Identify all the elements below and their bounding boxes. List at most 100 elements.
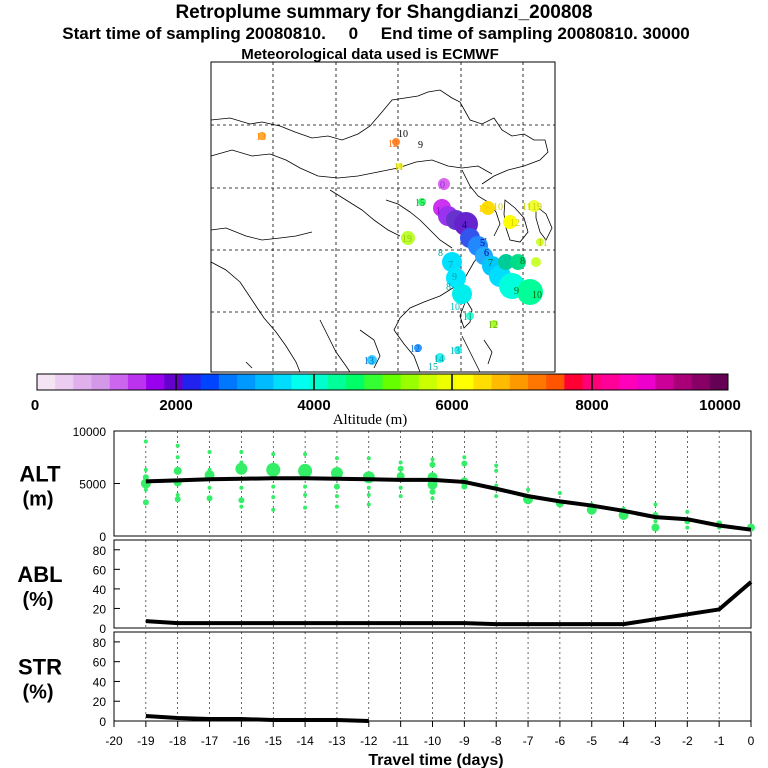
x-tick-label: -3 [650, 734, 661, 748]
map-label: 15 [415, 198, 425, 209]
coastlines-borders [210, 89, 553, 373]
y-axis-unit: (%) [22, 682, 53, 704]
x-tick-label: -16 [233, 734, 251, 748]
colorbar-label: Altitude (m) [333, 412, 408, 428]
x-tick-label: -7 [523, 734, 534, 748]
colorbar-cell [273, 374, 293, 390]
map-label: 9 [514, 286, 519, 297]
altitude-point [366, 493, 371, 498]
colorbar-cell [364, 374, 383, 390]
y-axis-unit: (%) [22, 589, 53, 611]
altitude-point [239, 450, 244, 454]
altitude-point [143, 439, 148, 444]
colorbar-cell [37, 374, 56, 390]
colorbar-cell [164, 374, 183, 390]
colorbar-cell [509, 374, 529, 390]
met-data-label: Meteorological data used is ECMWF [241, 46, 499, 63]
altitude-point [430, 457, 435, 462]
map-label: 11 [538, 238, 548, 249]
panel-2: 0 20 40 60 80 ABL(%) [17, 539, 753, 636]
trajectory-clusters [258, 132, 544, 365]
map-day-labels: 13 10 12 9 11 0 15 1 13 10 11 19 12 19 1… [256, 129, 548, 373]
map-label: 11 [394, 162, 404, 173]
altitude-point [557, 490, 562, 495]
y-tick-label: 0 [99, 715, 106, 729]
panel-frame [113, 539, 752, 629]
altitude-point [334, 494, 339, 499]
map-label: 9 [452, 272, 457, 283]
x-tick-label: -1 [714, 734, 725, 748]
colorbar-cell [437, 374, 456, 390]
altitude-colorbar: 0 2000 4000 6000 8000 10000 Altitude (m) [31, 373, 741, 428]
altitude-point [143, 467, 148, 472]
map-label: 11 [463, 312, 473, 323]
colorbar-cell [91, 374, 111, 390]
altitude-point [334, 504, 339, 509]
colorbar-cell [491, 374, 511, 390]
x-tick-label: -19 [137, 734, 155, 748]
map-label: 8 [520, 256, 525, 267]
colorbar-ticks: 0 2000 4000 6000 8000 10000 [31, 397, 741, 414]
altitude-point [303, 452, 308, 457]
colorbar-cell [655, 374, 674, 390]
altitude-point [429, 488, 436, 495]
map-label: 12 [510, 218, 520, 229]
y-tick-label: 10000 [73, 425, 107, 439]
altitude-point [238, 497, 245, 504]
y-tick-label: 5000 [79, 478, 106, 492]
colorbar-cell [73, 374, 93, 390]
map-label: 10 [532, 290, 542, 301]
altitude-point [398, 485, 403, 490]
colorbar-cell [691, 374, 711, 390]
map-label: 6 [484, 248, 489, 259]
x-tick-label: -14 [296, 734, 314, 748]
y-tick-label: 80 [93, 636, 107, 650]
altitude-point [494, 468, 499, 473]
colorbar-cell [418, 374, 438, 390]
map-label: 12 [388, 139, 398, 150]
map-label: 14 [434, 354, 444, 365]
map-label: 13 [478, 204, 488, 215]
altitude-point [303, 493, 308, 498]
x-tick-label: 0 [748, 734, 755, 748]
altitude-point [175, 493, 180, 498]
x-tick-label: -11 [392, 734, 409, 748]
y-tick-label: 20 [93, 695, 107, 709]
colorbar-cell [109, 374, 129, 390]
map-label: 8 [438, 248, 443, 259]
colorbar-cell [55, 374, 74, 390]
altitude-point [173, 466, 182, 475]
altitude-point [175, 455, 180, 460]
altitude-point [653, 519, 658, 524]
colorbar-cell [400, 374, 420, 390]
map-label: 13 [450, 346, 460, 357]
altitude-point [526, 487, 531, 492]
panel-3: 0 20 40 60 80 STR(%) [18, 631, 752, 729]
altitude-point [271, 495, 276, 500]
colorbar-tick: 0 [31, 397, 39, 414]
panel-1: 0 5000 10000 ALT(m) [19, 425, 755, 544]
altitude-point [207, 485, 212, 490]
altitude-point [427, 479, 438, 490]
altitude-point [429, 461, 436, 468]
altitude-point [494, 494, 499, 499]
map-label: 13 [364, 356, 374, 367]
altitude-point [303, 484, 308, 489]
colorbar-cell [546, 374, 565, 390]
altitude-point [398, 494, 403, 499]
altitude-point [303, 505, 308, 510]
altitude-point [142, 474, 149, 481]
colorbar-cell [673, 374, 693, 390]
altitude-point [174, 496, 181, 503]
x-tick-label: -9 [459, 734, 470, 748]
y-axis-label: STR [18, 655, 62, 680]
series-line [145, 580, 753, 627]
y-axis-unit: (m) [22, 489, 53, 511]
altitude-point [461, 460, 468, 467]
mean-altitude-line [145, 476, 752, 532]
map-label: 19 [402, 234, 412, 245]
colorbar-tick: 10000 [699, 397, 741, 414]
altitude-point [366, 502, 371, 507]
colorbar-cell [200, 374, 220, 390]
